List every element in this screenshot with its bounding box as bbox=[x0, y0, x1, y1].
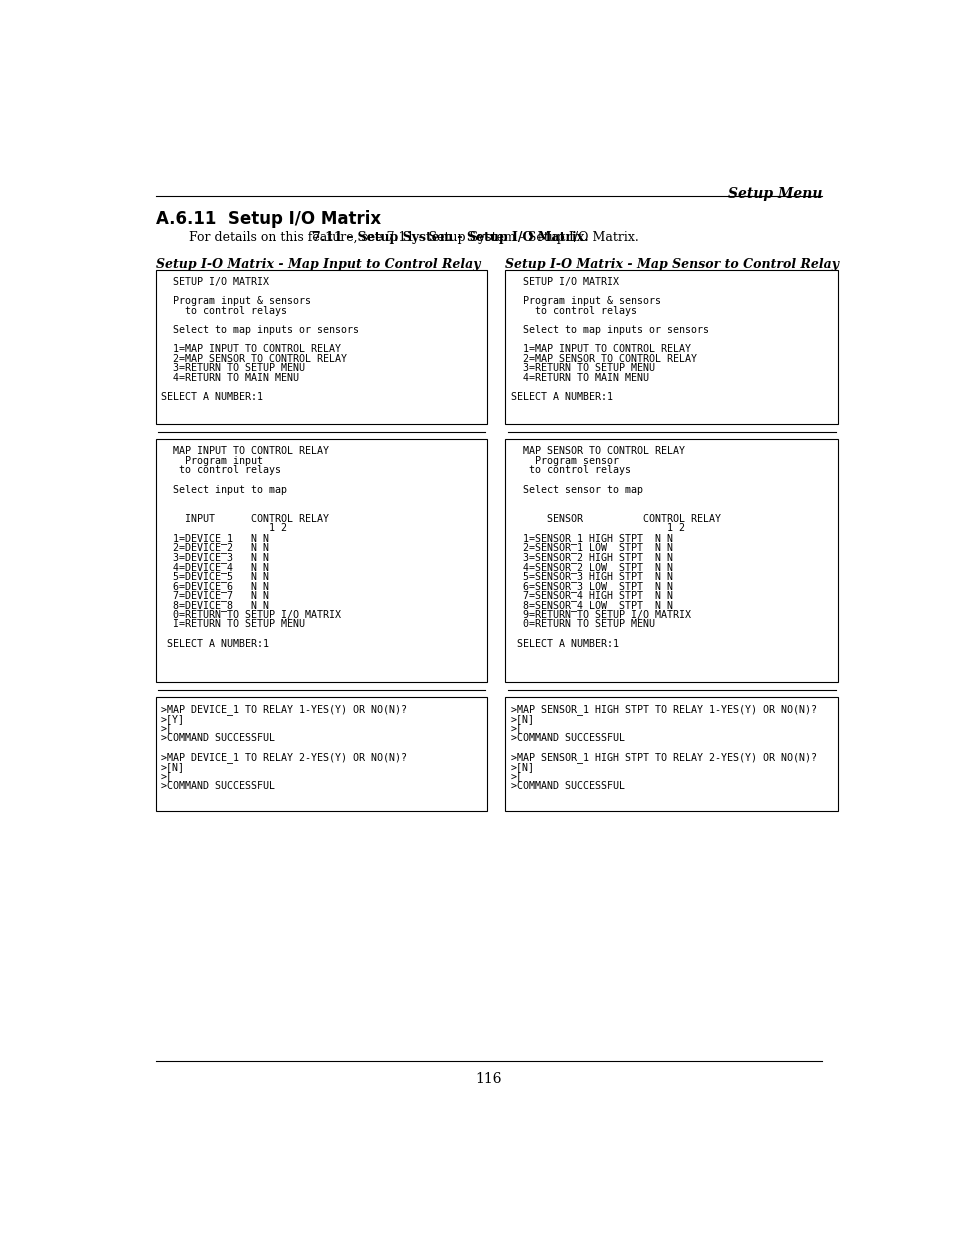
Text: 1 2: 1 2 bbox=[161, 524, 287, 534]
Bar bbox=[505, 440, 838, 682]
Text: to control relays: to control relays bbox=[161, 306, 287, 316]
Text: 2=MAP SENSOR TO CONTROL RELAY: 2=MAP SENSOR TO CONTROL RELAY bbox=[510, 353, 696, 364]
Bar bbox=[155, 698, 487, 811]
Text: 116: 116 bbox=[476, 1072, 501, 1087]
Text: >[: >[ bbox=[510, 724, 522, 734]
Text: >[: >[ bbox=[510, 772, 522, 782]
Text: 4=RETURN TO MAIN MENU: 4=RETURN TO MAIN MENU bbox=[161, 373, 299, 383]
Text: 7=DEVICE_7   N N: 7=DEVICE_7 N N bbox=[161, 590, 269, 601]
Text: 3=RETURN TO SETUP MENU: 3=RETURN TO SETUP MENU bbox=[510, 363, 654, 373]
Text: to control relays: to control relays bbox=[161, 466, 281, 475]
Text: Program sensor: Program sensor bbox=[510, 456, 618, 466]
Text: 2=MAP SENSOR TO CONTROL RELAY: 2=MAP SENSOR TO CONTROL RELAY bbox=[161, 353, 347, 364]
Text: I=RETURN TO SETUP MENU: I=RETURN TO SETUP MENU bbox=[161, 620, 305, 630]
Bar bbox=[155, 270, 487, 424]
Text: >[Y]: >[Y] bbox=[161, 714, 185, 724]
Text: >COMMAND SUCCESSFUL: >COMMAND SUCCESSFUL bbox=[510, 734, 624, 743]
Text: SENSOR          CONTROL RELAY: SENSOR CONTROL RELAY bbox=[510, 514, 720, 524]
Text: Select to map inputs or sensors: Select to map inputs or sensors bbox=[161, 325, 358, 335]
Text: SELECT A NUMBER:1: SELECT A NUMBER:1 bbox=[161, 393, 263, 403]
Text: 3=SENSOR_2 HIGH STPT  N N: 3=SENSOR_2 HIGH STPT N N bbox=[510, 552, 672, 563]
Text: Setup I-O Matrix - Map Sensor to Control Relay: Setup I-O Matrix - Map Sensor to Control… bbox=[505, 258, 839, 270]
Text: INPUT      CONTROL RELAY: INPUT CONTROL RELAY bbox=[161, 514, 329, 524]
Text: >[: >[ bbox=[161, 724, 172, 734]
Text: For details on this feature, see 7.11 – Setup System - Setup I/O Matrix.: For details on this feature, see 7.11 – … bbox=[189, 231, 639, 245]
Text: 8=SENSOR_4 LOW  STPT  N N: 8=SENSOR_4 LOW STPT N N bbox=[510, 600, 672, 611]
Text: Program input & sensors: Program input & sensors bbox=[510, 296, 659, 306]
Text: 0=RETURN TO SETUP I/O MATRIX: 0=RETURN TO SETUP I/O MATRIX bbox=[161, 610, 341, 620]
Text: >[: >[ bbox=[161, 772, 172, 782]
Text: 6=DEVICE_6   N N: 6=DEVICE_6 N N bbox=[161, 580, 269, 592]
Text: 5=SENSOR_3 HIGH STPT  N N: 5=SENSOR_3 HIGH STPT N N bbox=[510, 572, 672, 582]
Text: to control relays: to control relays bbox=[510, 466, 630, 475]
Text: 3=RETURN TO SETUP MENU: 3=RETURN TO SETUP MENU bbox=[161, 363, 305, 373]
Text: MAP SENSOR TO CONTROL RELAY: MAP SENSOR TO CONTROL RELAY bbox=[510, 446, 684, 456]
Text: 5=DEVICE_5   N N: 5=DEVICE_5 N N bbox=[161, 572, 269, 582]
Text: 1=MAP INPUT TO CONTROL RELAY: 1=MAP INPUT TO CONTROL RELAY bbox=[161, 345, 341, 354]
Text: >COMMAND SUCCESSFUL: >COMMAND SUCCESSFUL bbox=[161, 782, 274, 792]
Text: SETUP I/O MATRIX: SETUP I/O MATRIX bbox=[161, 277, 269, 287]
Text: A.6.11  Setup I/O Matrix: A.6.11 Setup I/O Matrix bbox=[155, 210, 380, 227]
Text: Select sensor to map: Select sensor to map bbox=[510, 484, 642, 495]
Text: >MAP DEVICE_1 TO RELAY 2-YES(Y) OR NO(N)?: >MAP DEVICE_1 TO RELAY 2-YES(Y) OR NO(N)… bbox=[161, 752, 407, 763]
Text: 8=DEVICE_8   N N: 8=DEVICE_8 N N bbox=[161, 600, 269, 611]
Text: Setup Menu: Setup Menu bbox=[727, 186, 821, 201]
Bar bbox=[155, 440, 487, 682]
Text: >[N]: >[N] bbox=[161, 762, 185, 772]
Text: >COMMAND SUCCESSFUL: >COMMAND SUCCESSFUL bbox=[161, 734, 274, 743]
Text: Setup I-O Matrix - Map Input to Control Relay: Setup I-O Matrix - Map Input to Control … bbox=[155, 258, 479, 270]
Text: 1=MAP INPUT TO CONTROL RELAY: 1=MAP INPUT TO CONTROL RELAY bbox=[510, 345, 690, 354]
Text: SELECT A NUMBER:1: SELECT A NUMBER:1 bbox=[161, 638, 269, 648]
Text: >[N]: >[N] bbox=[510, 762, 534, 772]
Text: >COMMAND SUCCESSFUL: >COMMAND SUCCESSFUL bbox=[510, 782, 624, 792]
Text: >MAP SENSOR_1 HIGH STPT TO RELAY 2-YES(Y) OR NO(N)?: >MAP SENSOR_1 HIGH STPT TO RELAY 2-YES(Y… bbox=[510, 752, 816, 763]
Text: 6=SENSOR_3 LOW  STPT  N N: 6=SENSOR_3 LOW STPT N N bbox=[510, 580, 672, 592]
Bar bbox=[505, 698, 838, 811]
Text: 3=DEVICE_3   N N: 3=DEVICE_3 N N bbox=[161, 552, 269, 563]
Text: Program input & sensors: Program input & sensors bbox=[161, 296, 311, 306]
Text: 0=RETURN TO SETUP MENU: 0=RETURN TO SETUP MENU bbox=[510, 620, 654, 630]
Text: 2=SENSOR_1 LOW  STPT  N N: 2=SENSOR_1 LOW STPT N N bbox=[510, 542, 672, 553]
Text: 1 2: 1 2 bbox=[510, 524, 684, 534]
Text: 4=RETURN TO MAIN MENU: 4=RETURN TO MAIN MENU bbox=[510, 373, 648, 383]
Text: Program input: Program input bbox=[161, 456, 263, 466]
Text: 1=DEVICE_1   N N: 1=DEVICE_1 N N bbox=[161, 532, 269, 543]
Bar bbox=[505, 270, 838, 424]
Text: 9=RETURN TO SETUP I/O MATRIX: 9=RETURN TO SETUP I/O MATRIX bbox=[510, 610, 690, 620]
Text: Select to map inputs or sensors: Select to map inputs or sensors bbox=[510, 325, 708, 335]
Text: 4=DEVICE_4   N N: 4=DEVICE_4 N N bbox=[161, 562, 269, 573]
Text: 1=SENSOR_1 HIGH STPT  N N: 1=SENSOR_1 HIGH STPT N N bbox=[510, 532, 672, 543]
Text: 2=DEVICE_2   N N: 2=DEVICE_2 N N bbox=[161, 542, 269, 553]
Text: 7.11 – Setup System - Setup I/O Matrix.: 7.11 – Setup System - Setup I/O Matrix. bbox=[312, 231, 588, 245]
Text: MAP INPUT TO CONTROL RELAY: MAP INPUT TO CONTROL RELAY bbox=[161, 446, 329, 456]
Text: SELECT A NUMBER:1: SELECT A NUMBER:1 bbox=[510, 393, 612, 403]
Text: 7=SENSOR_4 HIGH STPT  N N: 7=SENSOR_4 HIGH STPT N N bbox=[510, 590, 672, 601]
Text: SETUP I/O MATRIX: SETUP I/O MATRIX bbox=[510, 277, 618, 287]
Text: to control relays: to control relays bbox=[510, 306, 636, 316]
Text: >MAP DEVICE_1 TO RELAY 1-YES(Y) OR NO(N)?: >MAP DEVICE_1 TO RELAY 1-YES(Y) OR NO(N)… bbox=[161, 704, 407, 715]
Text: 4=SENSOR_2 LOW  STPT  N N: 4=SENSOR_2 LOW STPT N N bbox=[510, 562, 672, 573]
Text: >MAP SENSOR_1 HIGH STPT TO RELAY 1-YES(Y) OR NO(N)?: >MAP SENSOR_1 HIGH STPT TO RELAY 1-YES(Y… bbox=[510, 704, 816, 715]
Text: SELECT A NUMBER:1: SELECT A NUMBER:1 bbox=[510, 638, 618, 648]
Text: >[N]: >[N] bbox=[510, 714, 534, 724]
Text: Select input to map: Select input to map bbox=[161, 484, 287, 495]
